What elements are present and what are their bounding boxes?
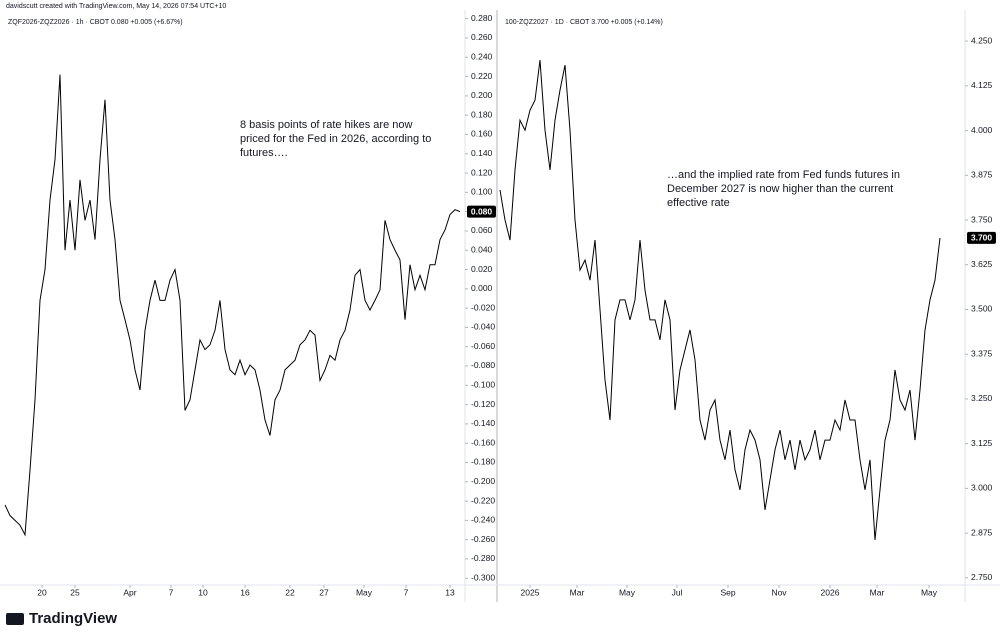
y-tick-label: 4.125 [971, 80, 993, 90]
y-tick-label: -0.240 [471, 515, 495, 525]
y-tick-label: -0.260 [471, 534, 495, 544]
y-tick-label: 0.260 [471, 32, 493, 42]
x-tick-label: May [921, 587, 938, 597]
x-tick-label: May [619, 587, 636, 597]
y-tick-label: -0.100 [471, 380, 495, 390]
y-tick-label: 0.060 [471, 225, 493, 235]
y-tick-label: -0.220 [471, 495, 495, 505]
y-tick-label: 0.280 [471, 13, 493, 23]
x-tick-label: 2026 [821, 587, 840, 597]
y-tick-label: 4.250 [971, 35, 993, 45]
y-tick-label: -0.160 [471, 437, 495, 447]
y-tick-label: 2.750 [971, 572, 993, 582]
x-tick-label: 25 [70, 587, 80, 597]
x-tick-label: 10 [198, 587, 208, 597]
annotation: …and the implied rate from Fed funds fut… [667, 169, 900, 209]
x-tick-label: 7 [404, 587, 409, 597]
y-tick-label: 0.240 [471, 52, 493, 62]
x-tick-label: 20 [37, 587, 47, 597]
x-tick-label: Mar [570, 587, 585, 597]
y-tick-label: 3.250 [971, 393, 993, 403]
y-tick-label: -0.280 [471, 553, 495, 563]
x-tick-label: 2025 [521, 587, 540, 597]
x-tick-label: Jul [672, 587, 683, 597]
y-tick-label: -0.060 [471, 341, 495, 351]
y-tick-label: 0.120 [471, 167, 493, 177]
y-tick-label: 3.375 [971, 348, 993, 358]
y-tick-label: 0.160 [471, 129, 493, 139]
x-tick-label: 16 [240, 587, 250, 597]
y-tick-label: -0.300 [471, 572, 495, 582]
y-tick-label: 3.125 [971, 438, 993, 448]
legend: ZQF2026-ZQZ2026 · 1h · CBOT 0.080 +0.005… [8, 19, 183, 26]
y-tick-label: -0.200 [471, 476, 495, 486]
y-tick-label: -0.180 [471, 457, 495, 467]
y-tick-label: 0.180 [471, 109, 493, 119]
price-line [4, 74, 461, 537]
y-tick-label: 0.140 [471, 148, 493, 158]
x-tick-label: Apr [123, 587, 136, 597]
y-tick-label: 4.000 [971, 125, 993, 135]
price-label: 0.080 [471, 206, 493, 216]
logo [6, 612, 24, 625]
y-tick-label: 0.100 [471, 187, 493, 197]
y-tick-label: -0.140 [471, 418, 495, 428]
y-tick-label: 0.200 [471, 90, 493, 100]
legend: 100-ZQZ2027 · 1D · CBOT 3.700 +0.005 (+0… [505, 19, 663, 26]
y-tick-label: 3.750 [971, 214, 993, 224]
brand: TradingView [6, 610, 117, 627]
x-tick-label: 22 [285, 587, 295, 597]
price-line [499, 60, 941, 540]
y-tick-label: 3.875 [971, 170, 993, 180]
y-tick-label: -0.040 [471, 322, 495, 332]
y-tick-label: 0.220 [471, 71, 493, 81]
credit: davidscutt created with TradingView.com,… [6, 3, 227, 10]
x-tick-label: Nov [771, 587, 787, 597]
y-tick-label: 2.875 [971, 527, 993, 537]
y-tick-label: 0.040 [471, 244, 493, 254]
brand-name: TradingView [29, 610, 118, 627]
y-tick-label: 3.625 [971, 259, 993, 269]
y-tick-label: -0.120 [471, 399, 495, 409]
price-label: 3.700 [971, 233, 993, 243]
price-label-box [967, 231, 996, 244]
x-tick-label: Sep [720, 587, 735, 597]
y-tick-label: 3.000 [971, 483, 993, 493]
x-tick-label: 27 [319, 587, 329, 597]
y-tick-label: 0.000 [471, 283, 493, 293]
y-tick-label: 3.500 [971, 304, 993, 314]
y-tick-label: -0.080 [471, 360, 495, 370]
x-tick-label: 7 [169, 587, 174, 597]
price-label-box [467, 205, 496, 218]
x-tick-label: May [356, 587, 373, 597]
y-tick-label: 0.020 [471, 264, 493, 274]
x-tick-label: Mar [870, 587, 885, 597]
x-tick-label: 13 [445, 587, 455, 597]
y-tick-label: -0.020 [471, 302, 495, 312]
annotation: 8 basis points of rate hikes are now pri… [240, 119, 432, 159]
